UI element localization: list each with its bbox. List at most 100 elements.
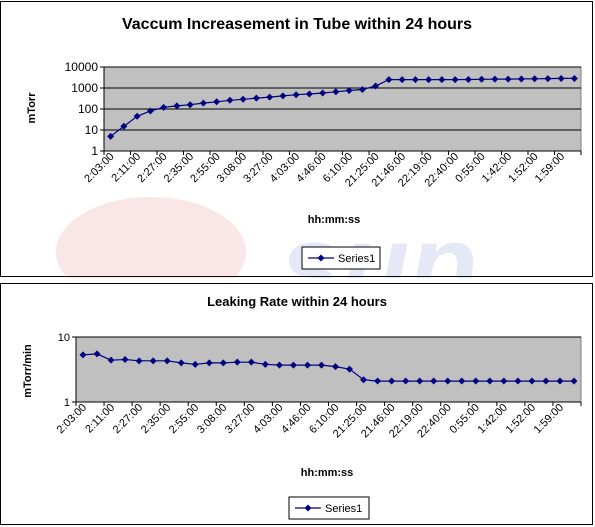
x-tick-label: 1:52:00 [504,402,538,436]
data-point [317,361,325,369]
data-point [120,122,128,130]
y-tick-label: 1 [91,144,98,158]
data-point [385,76,393,84]
legend-label: Series1 [338,253,375,265]
leak-chart-svg: Leaking Rate within 24 hours 1 10 2:03:00… [22,294,582,520]
data-point [247,358,255,366]
chart-panel-leak: Leaking Rate within 24 hours 1 10 2:03:00… [0,283,593,525]
data-point [177,359,185,367]
data-point [438,76,446,84]
x-tick-label: 2:27:00 [111,402,145,436]
data-point [107,132,115,140]
data-point [332,363,340,371]
data-point [570,377,578,385]
data-point [160,103,168,111]
data-point [411,76,419,84]
data-point [292,91,300,99]
x-tick-label: 2:35:00 [139,402,173,436]
data-point [346,365,354,373]
y-tick-label: 1 [64,397,70,409]
data-point [107,356,115,364]
data-point [517,75,525,83]
data-point [226,96,234,104]
vacuum-chart-svg: sup Vaccum Increasement in Tube within 2… [26,16,582,278]
watermark-logo: sup [56,197,477,278]
data-point [374,377,382,385]
x-tick-label: 1:59:00 [532,402,566,436]
x-axis-label: hh:mm:ss [308,214,361,226]
data-point [542,377,550,385]
chart-title: Leaking Rate within 24 hours [207,294,387,309]
data-point [186,101,194,109]
data-point [266,93,274,101]
plot-area [75,336,582,403]
data-point [451,76,459,84]
data-point [458,377,466,385]
data-point [472,377,480,385]
data-point [464,75,472,83]
chart-title: Vaccum Increasement in Tube within 24 ho… [122,16,472,33]
x-tick-label: 2:03:00 [82,151,116,185]
y-tick-label: 10000 [65,60,99,74]
data-point [173,102,181,110]
legend-label: Series1 [325,503,362,515]
data-point [163,357,171,365]
data-point [402,377,410,385]
legend: Series1 [288,496,370,520]
y-tick-label: 10 [85,123,99,137]
x-tick-label: 0:55:00 [447,402,481,436]
x-tick-label: 2:11:00 [83,402,117,436]
data-point [444,377,452,385]
data-point [486,377,494,385]
data-point [544,75,552,83]
data-point [93,350,101,358]
data-point [289,361,297,369]
data-point [557,74,565,82]
data-point [146,107,154,115]
x-tick-label: 1:59:00 [533,151,567,185]
x-tick-label: 3:08:00 [195,402,229,436]
x-tick-label: 3:27:00 [223,402,257,436]
data-point [416,377,424,385]
data-point [372,82,380,90]
data-point [205,359,213,367]
data-point [500,377,508,385]
data-point [121,356,129,364]
legend-marker [317,254,325,262]
y-axis-label: mTorr/min [22,344,34,398]
data-point [133,112,141,120]
x-tick-label: 2:03:00 [55,402,89,436]
data-point [275,361,283,369]
data-point [345,87,353,95]
data-point [219,359,227,367]
data-point [531,75,539,83]
data-point [491,75,499,83]
data-point [252,94,260,102]
data-point [303,361,311,369]
x-axis-label: hh:mm:ss [301,467,354,479]
data-point [570,74,578,82]
data-point [135,357,143,365]
y-tick-label: 10 [58,332,70,344]
data-point [213,98,221,106]
y-tick-label: 1000 [71,81,98,95]
data-point [478,75,486,83]
data-point [319,89,327,97]
data-point [425,76,433,84]
data-point [199,99,207,107]
data-point [358,85,366,93]
legend-marker [304,504,312,512]
data-point [191,360,199,368]
data-point [556,377,564,385]
x-tick-label: 4:03:00 [251,402,285,436]
x-tick-label: 1:42:00 [476,402,510,436]
data-point [279,92,287,100]
legend: Series1 [301,246,381,270]
y-axis-label: mTorr [26,92,38,124]
data-point [528,377,536,385]
data-point [514,377,522,385]
data-point [261,360,269,368]
data-point [79,351,87,359]
data-point [233,358,241,366]
chart-panel-vacuum: sup Vaccum Increasement in Tube within 2… [0,1,593,278]
